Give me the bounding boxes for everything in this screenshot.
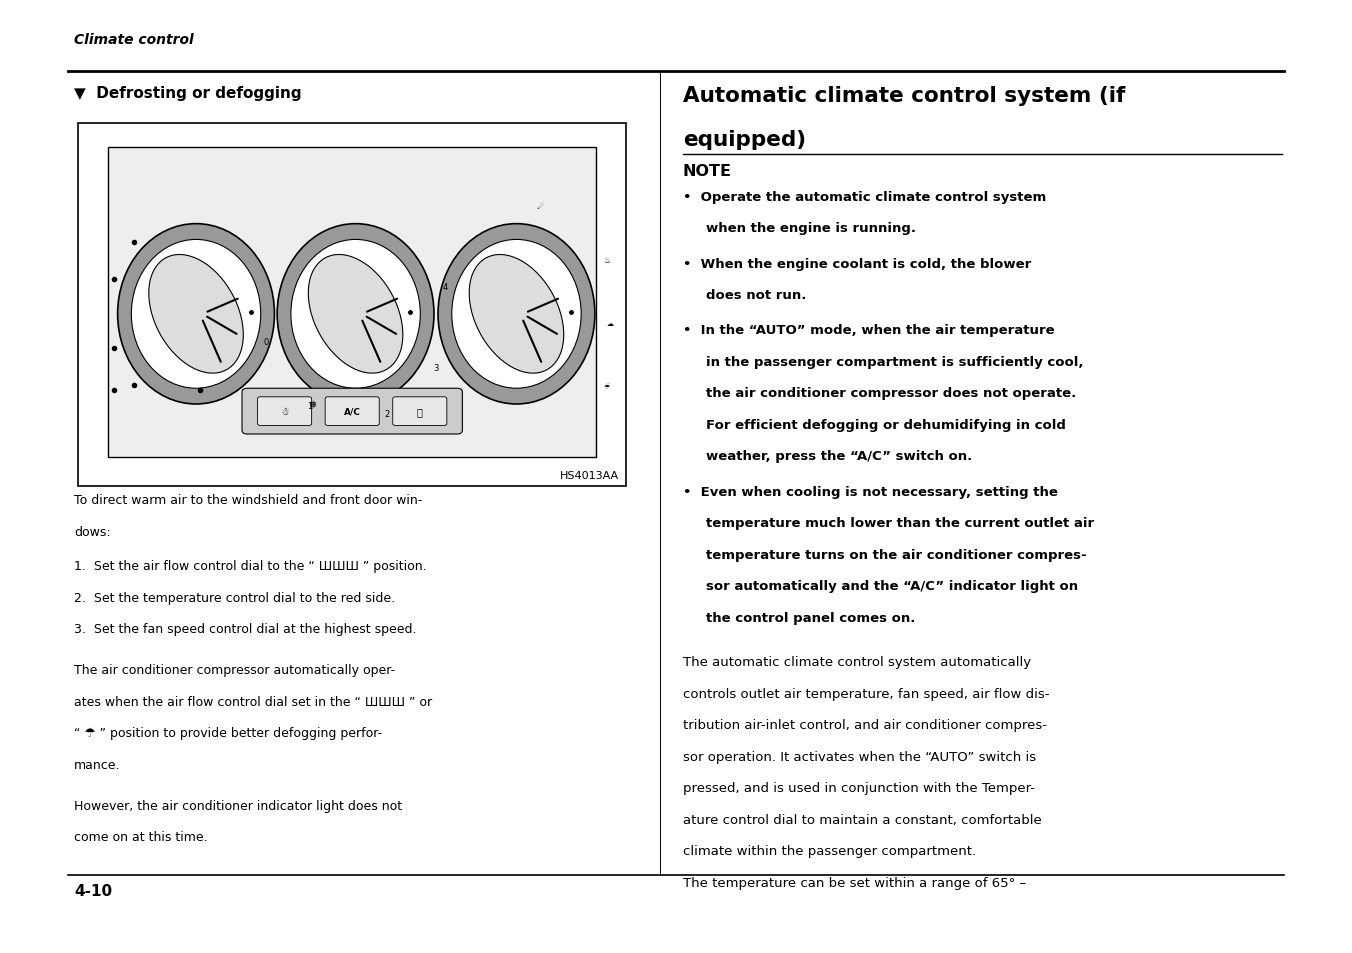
Text: temperature turns on the air conditioner compres-: temperature turns on the air conditioner… [706,548,1087,561]
Text: the air conditioner compressor does not operate.: the air conditioner compressor does not … [706,387,1076,400]
Text: “ ☂ ” position to provide better defogging perfor-: “ ☂ ” position to provide better defoggi… [74,726,383,740]
Text: •  When the engine coolant is cold, the blower: • When the engine coolant is cold, the b… [683,257,1032,271]
Text: For efficient defogging or dehumidifying in cold: For efficient defogging or dehumidifying… [706,418,1065,432]
Text: 4-10: 4-10 [74,883,112,899]
Text: tribution air-inlet control, and air conditioner compres-: tribution air-inlet control, and air con… [683,719,1046,732]
Ellipse shape [308,255,403,374]
Text: dows:: dows: [74,525,111,538]
Text: •  Operate the automatic climate control system: • Operate the automatic climate control … [683,191,1046,204]
Text: Automatic climate control system (if: Automatic climate control system (if [683,86,1125,106]
Text: 4: 4 [442,282,448,292]
Ellipse shape [469,255,564,374]
Text: The temperature can be set within a range of 65° –: The temperature can be set within a rang… [683,876,1026,889]
FancyBboxPatch shape [242,389,462,435]
Text: The automatic climate control system automatically: The automatic climate control system aut… [683,656,1030,669]
Text: A/C: A/C [343,407,361,416]
Text: sor operation. It activates when the “AUTO” switch is: sor operation. It activates when the “AU… [683,750,1036,763]
Ellipse shape [291,240,420,389]
Text: 1: 1 [307,402,312,411]
Text: 0: 0 [264,337,269,347]
Ellipse shape [452,240,581,389]
Text: come on at this time.: come on at this time. [74,830,208,843]
Text: ❅: ❅ [308,399,316,410]
Text: equipped): equipped) [683,130,806,150]
Text: climate within the passenger compartment.: climate within the passenger compartment… [683,844,976,858]
Text: the control panel comes on.: the control panel comes on. [706,611,915,624]
Text: However, the air conditioner indicator light does not: However, the air conditioner indicator l… [74,799,403,812]
FancyBboxPatch shape [258,397,311,426]
Text: ⧧: ⧧ [416,407,423,416]
Text: ♨: ♨ [603,256,610,265]
Ellipse shape [277,224,434,405]
Text: To direct warm air to the windshield and front door win-: To direct warm air to the windshield and… [74,494,423,507]
Text: in the passenger compartment is sufficiently cool,: in the passenger compartment is sufficie… [706,355,1083,369]
Ellipse shape [131,240,261,389]
Text: when the engine is running.: when the engine is running. [706,222,915,235]
Text: ☄: ☄ [537,202,544,211]
Text: sor automatically and the “A/C” indicator light on: sor automatically and the “A/C” indicato… [706,579,1078,593]
Text: pressed, and is used in conjunction with the Temper-: pressed, and is used in conjunction with… [683,781,1034,795]
Text: weather, press the “A/C” switch on.: weather, press the “A/C” switch on. [706,450,972,463]
Text: ature control dial to maintain a constant, comfortable: ature control dial to maintain a constan… [683,813,1041,826]
Text: 2: 2 [384,410,389,419]
Text: ates when the air flow control dial set in the “ ШШШ ” or: ates when the air flow control dial set … [74,695,433,708]
Ellipse shape [118,224,274,405]
Ellipse shape [149,255,243,374]
Text: Climate control: Climate control [74,33,195,48]
Text: ▼  Defrosting or defogging: ▼ Defrosting or defogging [74,86,301,101]
Text: NOTE: NOTE [683,164,731,179]
Text: ☁: ☁ [607,320,614,327]
Text: ☔: ☔ [603,383,610,390]
Text: mance.: mance. [74,758,120,771]
Text: 3.  Set the fan speed control dial at the highest speed.: 3. Set the fan speed control dial at the… [74,622,416,636]
Text: controls outlet air temperature, fan speed, air flow dis-: controls outlet air temperature, fan spe… [683,687,1049,700]
Text: ☃: ☃ [280,407,289,416]
Text: temperature much lower than the current outlet air: temperature much lower than the current … [706,517,1094,530]
Text: 3: 3 [433,363,438,372]
Text: •  In the “AUTO” mode, when the air temperature: • In the “AUTO” mode, when the air tempe… [683,324,1055,337]
FancyBboxPatch shape [324,397,379,426]
Text: The air conditioner compressor automatically oper-: The air conditioner compressor automatic… [74,663,396,677]
Text: does not run.: does not run. [706,289,806,302]
Text: HS4013AA: HS4013AA [560,471,619,480]
Bar [78,124,626,486]
Ellipse shape [438,224,595,405]
Text: 2.  Set the temperature control dial to the red side.: 2. Set the temperature control dial to t… [74,591,396,604]
Text: •  Even when cooling is not necessary, setting the: • Even when cooling is not necessary, se… [683,485,1057,498]
Text: 1.  Set the air flow control dial to the “ ШШШ ” position.: 1. Set the air flow control dial to the … [74,559,427,573]
FancyBboxPatch shape [392,397,446,426]
Bar [108,148,596,457]
